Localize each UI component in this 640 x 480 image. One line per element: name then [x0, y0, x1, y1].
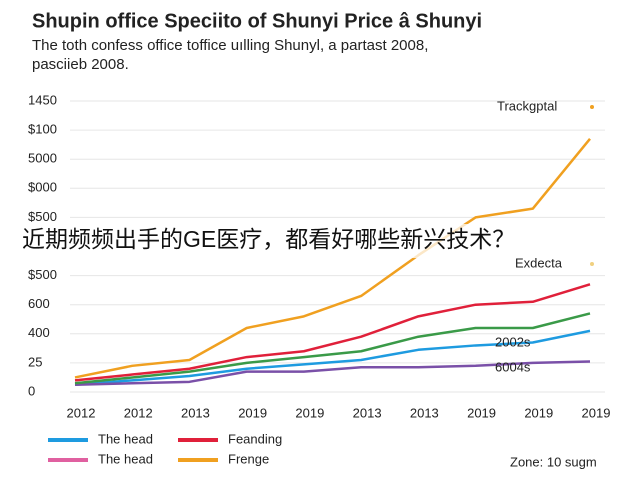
y-tick-label: $100	[28, 122, 57, 137]
y-tick-label: $500	[28, 267, 57, 282]
x-tick-label: 2019	[295, 405, 324, 420]
y-tick-label: 25	[28, 354, 42, 369]
y-tick-label: 0	[28, 383, 35, 398]
annotation: Exdecta	[515, 255, 563, 270]
annotation: 2002s	[495, 334, 531, 349]
x-tick-label: 2013	[410, 405, 439, 420]
x-tick-label: 2019	[524, 405, 553, 420]
banner: 近期频频出手的GE医疗，都看好哪些新兴技术？	[22, 226, 515, 252]
y-tick-label: 400	[28, 325, 50, 340]
x-tick-label: 2012	[67, 405, 96, 420]
annotation-dot	[590, 262, 594, 266]
y-tick-label: 5000	[28, 151, 57, 166]
series-line	[74, 329, 591, 386]
annotation-dot	[590, 105, 594, 109]
x-tick-label: 2013	[181, 405, 210, 420]
annotation: Trackgptal	[497, 98, 557, 113]
series-line	[74, 312, 591, 385]
subtitle: pasciieb 2008.	[32, 56, 129, 73]
series-line	[74, 283, 591, 382]
x-tick-label: 2019	[582, 405, 611, 420]
legend-label: The head	[98, 431, 153, 446]
y-tick-label: $000	[28, 180, 57, 195]
legend-label: The head	[98, 451, 153, 466]
y-tick-label: $500	[28, 209, 57, 224]
banner-bg	[18, 224, 622, 258]
y-tick-label: 1450	[28, 92, 57, 107]
x-tick-label: 2013	[353, 405, 382, 420]
subtitle: The toth confess office toffice uılling …	[32, 37, 428, 54]
annotation: 6004s	[495, 359, 531, 374]
chart-title: Shupin office Speciito of Shunyi Price â…	[32, 10, 482, 32]
y-tick-label: 600	[28, 296, 50, 311]
x-tick-label: 2019	[467, 405, 496, 420]
series-line	[74, 138, 591, 379]
series-line	[74, 360, 591, 386]
x-tick-label: 2019	[238, 405, 267, 420]
legend-label: Frenge	[228, 451, 269, 466]
legend-label: Feanding	[228, 431, 282, 446]
footnote: Zone: 10 sugm	[510, 454, 597, 469]
x-tick-label: 2012	[124, 405, 153, 420]
